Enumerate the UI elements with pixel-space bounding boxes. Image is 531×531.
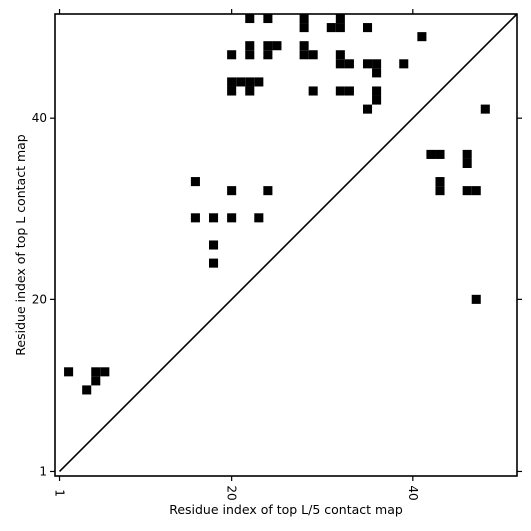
contact-cell-lower [471,294,481,304]
contact-cell-upper [209,258,219,268]
x-axis-label: Residue index of top L/5 contact map [169,502,403,517]
contact-cell-upper [308,86,318,96]
contact-cell-upper [272,41,282,51]
contact-cell-lower [435,177,445,187]
contact-cell-upper [299,41,309,51]
contact-cell-upper [372,95,382,105]
contact-cell-lower [100,367,110,377]
contact-cell-upper [254,213,264,223]
contact-cell-upper [227,86,237,96]
plot-frame [54,13,518,477]
contact-cell-upper [299,14,309,24]
contact-cell-lower [462,158,472,168]
contact-cell-upper [399,59,409,69]
contact-cell-upper [299,23,309,33]
x-tick-label: 40 [406,485,420,500]
y-axis-label: Residue index of top L contact map [13,134,28,355]
contact-cell-upper [245,50,255,60]
contact-cell-upper [335,86,345,96]
contact-cells [64,14,490,395]
contact-cell-upper [363,23,373,33]
contact-cell-upper [335,50,345,60]
contact-cell-upper [190,177,200,187]
contact-cell-upper [372,59,382,69]
contact-cell-upper [480,104,490,114]
contact-cell-lower [435,186,445,196]
contact-cell-upper [190,213,200,223]
contact-cell-upper [245,77,255,87]
contact-cell-upper [227,213,237,223]
contact-cell-upper [372,86,382,96]
y-tick-label: 40 [32,111,47,125]
x-tick-label: 1 [53,489,67,497]
contact-cell-upper [335,59,345,69]
contact-cell-upper [263,186,273,196]
contact-cell-upper [254,77,264,87]
contact-cell-upper [209,240,219,250]
contact-cell-upper [263,14,273,24]
contact-cell-upper [299,50,309,60]
contact-cell-upper [344,86,354,96]
axis-ticks: 1 20 40 1 20 40 [32,9,522,501]
contact-cell-upper [363,59,373,69]
contact-cell-upper [245,86,255,96]
contact-cell-upper [209,213,219,223]
contact-cell-lower [91,367,101,377]
contact-cell-upper [363,104,373,114]
contact-cell-lower [64,367,74,377]
x-tick-label: 20 [225,485,239,500]
contact-cell-upper [417,32,427,42]
contact-cell-lower [462,186,472,196]
contact-cell-upper [236,77,246,87]
contact-cell-upper [263,50,273,60]
contact-cell-lower [91,376,101,386]
contact-cell-lower [426,149,436,159]
contact-cell-upper [227,50,237,60]
contact-cell-upper [227,186,237,196]
y-tick-label: 20 [32,292,47,306]
contact-cell-lower [435,149,445,159]
contact-cell-upper [335,23,345,33]
contact-cell-upper [326,23,336,33]
contact-cell-upper [263,41,273,51]
y-tick-label: 1 [39,464,47,478]
contact-cell-upper [308,50,318,60]
diagonal-line [58,13,518,473]
contact-cell-lower [82,385,92,395]
contact-cell-lower [471,186,481,196]
contact-cell-upper [227,77,237,87]
contact-cell-upper [372,68,382,78]
contact-cell-lower [462,149,472,159]
contact-cell-upper [344,59,354,69]
contact-cell-upper [245,41,255,51]
contact-cell-upper [245,14,255,24]
contact-cell-upper [335,14,345,24]
